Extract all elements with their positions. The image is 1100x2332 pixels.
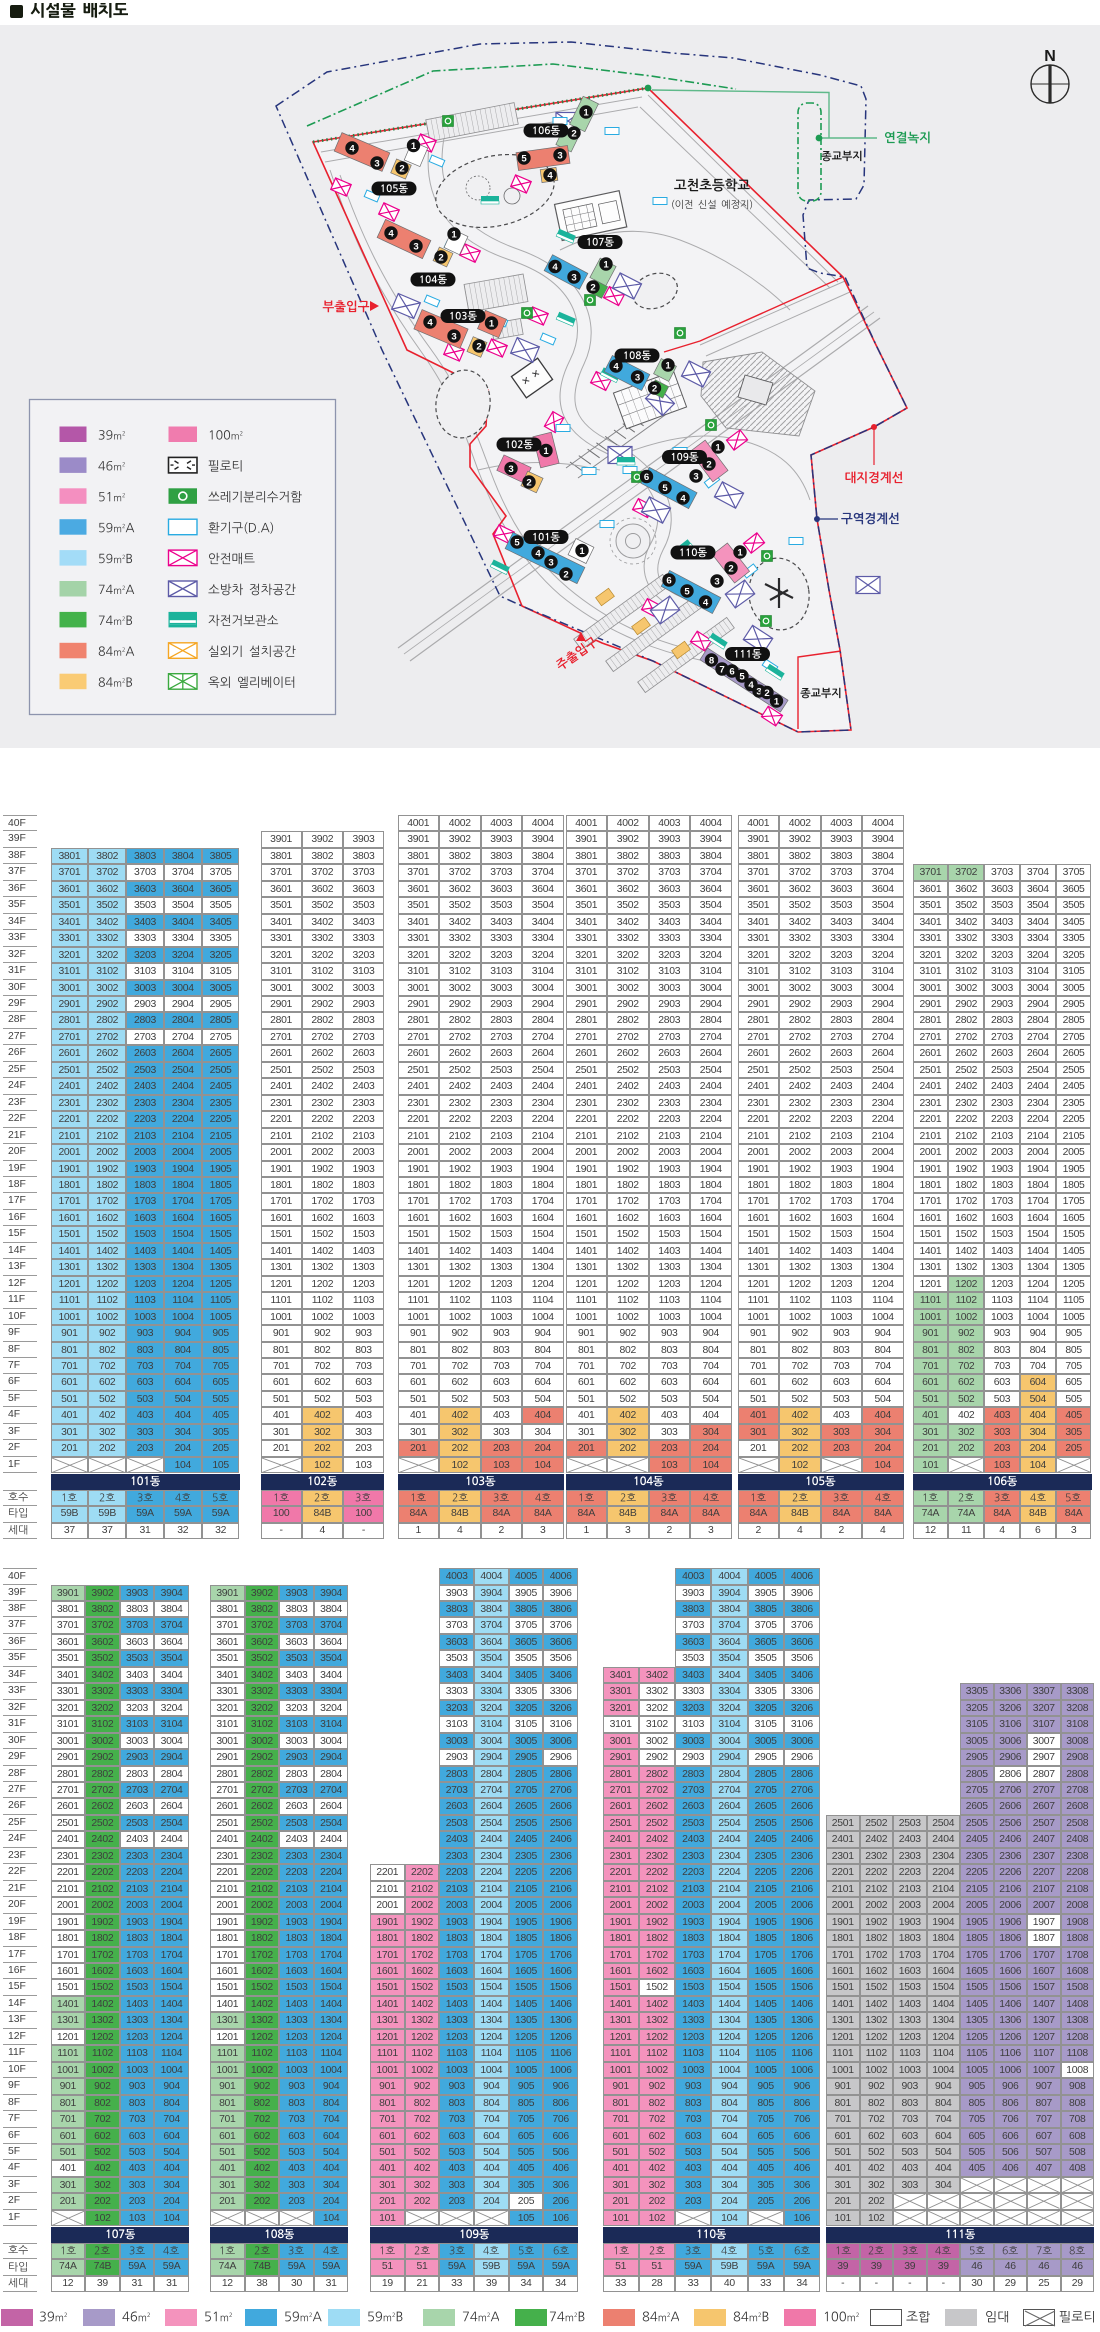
svg-text:5: 5 [521,153,527,164]
svg-text:2: 2 [590,282,595,293]
svg-text:4: 4 [349,143,355,154]
svg-text:7: 7 [719,664,724,675]
svg-text:3: 3 [451,331,456,342]
svg-text:2: 2 [571,128,576,139]
svg-text:4: 4 [613,361,619,372]
svg-text:3: 3 [571,272,576,283]
svg-text:2: 2 [476,341,481,352]
svg-text:1: 1 [451,229,457,240]
svg-text:2: 2 [526,477,531,488]
svg-text:5: 5 [514,537,520,548]
svg-text:3: 3 [557,150,562,161]
svg-text:2: 2 [399,163,404,174]
svg-text:6: 6 [666,575,671,586]
svg-text:3: 3 [548,557,553,568]
svg-text:1: 1 [489,318,495,329]
svg-text:4: 4 [388,228,394,239]
svg-text:1: 1 [774,696,780,707]
svg-text:1: 1 [603,259,609,270]
svg-text:4: 4 [703,597,709,608]
svg-text:2: 2 [706,459,711,470]
svg-text:4: 4 [552,262,558,273]
svg-text:4: 4 [680,493,686,504]
svg-text:N: N [1044,48,1056,65]
svg-text:2: 2 [438,252,443,263]
svg-text:2: 2 [563,569,568,580]
svg-text:3: 3 [714,576,719,587]
svg-text:3: 3 [374,158,379,169]
svg-text:3: 3 [508,464,513,475]
svg-text:3: 3 [635,372,640,383]
svg-text:1: 1 [737,547,743,558]
svg-text:3: 3 [413,241,418,252]
svg-text:8: 8 [709,655,715,666]
svg-text:6: 6 [729,666,734,677]
svg-text:6: 6 [644,472,649,483]
svg-text:1: 1 [665,360,671,371]
svg-text:1: 1 [583,107,589,118]
svg-text:4: 4 [535,548,541,559]
svg-text:4: 4 [547,170,553,181]
svg-text:5: 5 [684,586,690,597]
svg-text:2: 2 [728,563,733,574]
svg-text:2: 2 [652,383,657,394]
svg-text:1: 1 [579,546,585,557]
svg-text:1: 1 [543,446,549,457]
svg-text:3: 3 [756,686,761,697]
svg-text:1: 1 [715,442,721,453]
svg-text:5: 5 [739,671,745,682]
svg-text:1: 1 [411,141,417,152]
svg-text:4: 4 [748,680,754,691]
svg-text:2: 2 [764,688,769,699]
svg-text:5: 5 [662,483,668,494]
svg-text:4: 4 [427,317,433,328]
svg-text:3: 3 [693,471,698,482]
